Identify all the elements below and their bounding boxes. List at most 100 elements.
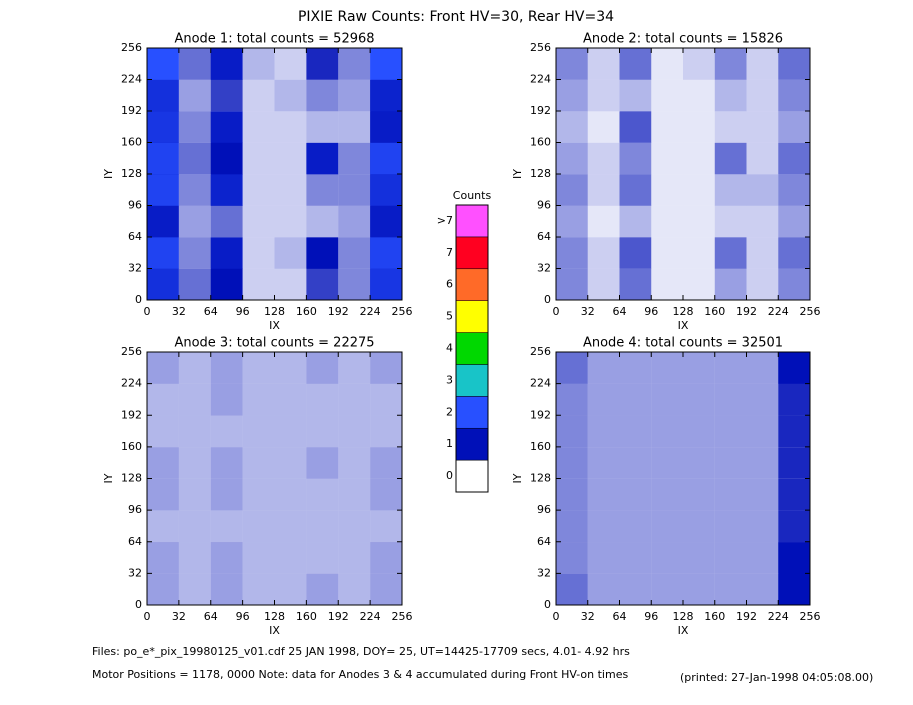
cell-blend [338,383,371,416]
cell-blend [306,174,339,206]
cell-base [714,383,747,416]
heat-cell [274,174,307,206]
heat-cell [147,573,180,606]
heat-cell [147,79,180,112]
heat-cell [556,111,589,143]
cell-base [651,268,684,301]
heat-cell [338,510,371,543]
cell-base [178,478,212,511]
cell-blend [210,205,243,238]
y-tick-label: 160 [530,136,551,149]
cell-blend [147,142,180,175]
cell-blend [306,541,339,574]
heat-cell [210,237,243,269]
cell-blend [587,205,620,238]
y-tick-label: 224 [530,73,551,86]
heat-cell [274,383,307,416]
cell-base [746,446,779,479]
cell-base [274,510,307,543]
cell-blend [210,237,243,269]
cell-blend [370,174,403,206]
heat-cell [210,415,243,448]
heat-cell [556,142,589,175]
cell-blend [651,510,684,543]
cell-blend [370,352,403,384]
cell-base [683,205,716,238]
x-tick-label: 96 [236,305,250,318]
cell-base [683,352,716,384]
heat-cell [683,48,716,80]
cell-base [242,383,275,416]
cell-base [651,415,684,448]
heat-cell [306,573,339,606]
panel-title: Anode 4: total counts = 32501 [583,336,783,351]
cell-blend [587,478,620,511]
y-tick-label: 256 [530,41,551,54]
printed-stamp: (printed: 27-Jan-1998 04:05:08.00) [680,671,873,684]
cell-base [178,205,212,238]
cell-base [338,205,371,238]
footer-line: Motor Positions = 1178, 0000 Note: data … [92,668,628,681]
cell-base [778,541,811,574]
cell-blend [683,205,716,238]
cell-blend [178,111,212,143]
x-tick-label: 96 [236,610,250,623]
cell-base [683,510,716,543]
cell-blend [746,352,779,384]
cell-base [556,79,589,112]
cell-blend [714,415,747,448]
heat-cell [210,541,243,574]
heat-cell [587,111,620,143]
cell-base [242,111,275,143]
cell-base [619,415,652,448]
x-tick-label: 128 [673,305,694,318]
cell-blend [210,415,243,448]
heat-cell [147,478,180,511]
x-tick-label: 64 [204,610,218,623]
cell-blend [147,111,180,143]
cell-blend [778,478,811,511]
cell-base [683,142,716,175]
cell-blend [556,142,589,175]
cell-blend [370,205,403,238]
cell-blend [651,79,684,112]
y-tick-label: 96 [128,503,142,516]
heat-cell [619,79,652,112]
heat-cell [587,446,620,479]
cell-blend [746,111,779,143]
heat-cell [746,478,779,511]
cell-blend [274,237,307,269]
heat-cell [778,352,811,384]
cell-blend [556,541,589,574]
heat-cell [714,415,747,448]
cell-base [274,48,307,80]
heat-cell [210,111,243,143]
cell-base [651,48,684,80]
cell-blend [338,205,371,238]
cell-base [147,478,180,511]
heat-cell [274,237,307,269]
cell-base [338,510,371,543]
cell-base [746,510,779,543]
heat-cell [587,79,620,112]
heat-cell [651,541,684,574]
cell-blend [556,174,589,206]
heat-cell [178,383,212,416]
y-tick-label: 256 [530,345,551,358]
y-tick-label: 192 [121,408,142,421]
heat-cell [210,383,243,416]
cell-base [370,446,403,479]
cell-blend [556,573,589,606]
cell-blend [778,383,811,416]
heat-cell [683,205,716,238]
cell-blend [714,205,747,238]
heat-cell [619,352,652,384]
cell-blend [242,237,275,269]
heat-cell [683,478,716,511]
heat-cell [619,174,652,206]
heat-cell [556,352,589,384]
heat-cell [651,478,684,511]
cell-blend [242,268,275,301]
heat-cell [619,415,652,448]
